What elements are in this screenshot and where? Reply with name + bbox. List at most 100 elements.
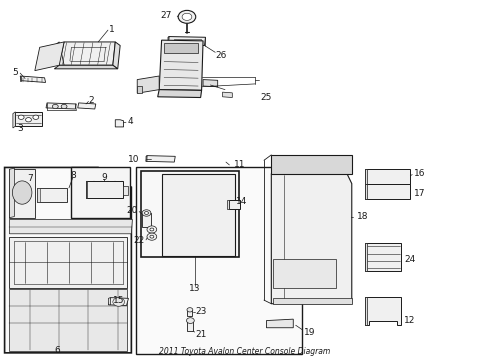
Ellipse shape bbox=[12, 181, 32, 204]
Polygon shape bbox=[113, 42, 120, 69]
Polygon shape bbox=[272, 298, 351, 304]
Text: 3: 3 bbox=[17, 124, 23, 133]
Polygon shape bbox=[9, 220, 132, 234]
Bar bbox=[37, 188, 67, 202]
Text: 15: 15 bbox=[113, 296, 124, 305]
Text: 12: 12 bbox=[404, 316, 415, 325]
Text: 24: 24 bbox=[404, 255, 415, 264]
Circle shape bbox=[113, 298, 124, 306]
Text: 10: 10 bbox=[128, 155, 140, 164]
Circle shape bbox=[186, 318, 194, 323]
Bar bbox=[173, 39, 200, 44]
Bar bbox=[122, 186, 128, 195]
Polygon shape bbox=[59, 42, 115, 65]
Circle shape bbox=[144, 212, 148, 215]
Polygon shape bbox=[9, 169, 35, 218]
Polygon shape bbox=[159, 40, 203, 90]
Text: 19: 19 bbox=[304, 328, 315, 337]
Text: 8: 8 bbox=[70, 171, 76, 180]
Polygon shape bbox=[15, 112, 42, 126]
Circle shape bbox=[178, 10, 195, 23]
Polygon shape bbox=[266, 319, 293, 328]
Text: 27: 27 bbox=[160, 11, 171, 20]
Text: 20: 20 bbox=[126, 206, 138, 215]
Polygon shape bbox=[146, 156, 175, 162]
Polygon shape bbox=[9, 289, 127, 351]
Polygon shape bbox=[365, 297, 366, 325]
Text: 9: 9 bbox=[101, 173, 107, 182]
Polygon shape bbox=[365, 297, 400, 325]
Polygon shape bbox=[20, 76, 21, 81]
Polygon shape bbox=[365, 169, 366, 184]
Polygon shape bbox=[78, 103, 96, 109]
Polygon shape bbox=[365, 243, 400, 271]
Polygon shape bbox=[54, 65, 118, 69]
Text: 18: 18 bbox=[356, 212, 367, 221]
Text: 2011 Toyota Avalon Center Console Diagram: 2011 Toyota Avalon Center Console Diagra… bbox=[159, 347, 329, 356]
Text: 7: 7 bbox=[27, 174, 33, 183]
Bar bbox=[187, 310, 192, 316]
Circle shape bbox=[142, 210, 151, 216]
Bar bbox=[187, 320, 193, 330]
Text: 14: 14 bbox=[236, 197, 247, 206]
Bar bbox=[141, 171, 238, 257]
Bar bbox=[136, 167, 302, 354]
Polygon shape bbox=[203, 80, 217, 87]
Polygon shape bbox=[271, 174, 351, 304]
Circle shape bbox=[52, 104, 58, 109]
Text: 25: 25 bbox=[260, 93, 271, 102]
Text: 1: 1 bbox=[109, 25, 115, 34]
Polygon shape bbox=[167, 37, 168, 45]
Polygon shape bbox=[46, 103, 76, 109]
Circle shape bbox=[150, 228, 154, 231]
Text: 4: 4 bbox=[127, 117, 132, 126]
Polygon shape bbox=[227, 200, 228, 209]
Text: 22: 22 bbox=[133, 237, 144, 246]
Polygon shape bbox=[167, 37, 205, 45]
Polygon shape bbox=[222, 92, 232, 98]
Polygon shape bbox=[35, 42, 64, 71]
Polygon shape bbox=[54, 42, 64, 65]
Circle shape bbox=[147, 233, 157, 240]
Text: 13: 13 bbox=[189, 284, 200, 293]
Polygon shape bbox=[9, 168, 14, 218]
Text: 26: 26 bbox=[215, 51, 226, 60]
Polygon shape bbox=[4, 167, 131, 353]
Polygon shape bbox=[115, 120, 123, 127]
Bar bbox=[142, 213, 151, 226]
Polygon shape bbox=[108, 298, 110, 305]
Bar bbox=[163, 42, 198, 53]
Circle shape bbox=[186, 308, 192, 312]
Polygon shape bbox=[365, 184, 409, 199]
Polygon shape bbox=[365, 169, 409, 184]
Text: 5: 5 bbox=[12, 68, 18, 77]
Polygon shape bbox=[365, 184, 366, 199]
Text: 16: 16 bbox=[413, 169, 425, 178]
Polygon shape bbox=[13, 112, 15, 128]
Bar bbox=[272, 259, 335, 288]
Text: 11: 11 bbox=[233, 161, 245, 170]
Polygon shape bbox=[20, 76, 45, 82]
Polygon shape bbox=[137, 86, 142, 93]
Text: 23: 23 bbox=[195, 307, 207, 316]
Polygon shape bbox=[108, 298, 128, 306]
Circle shape bbox=[18, 115, 24, 120]
Polygon shape bbox=[86, 181, 87, 198]
Polygon shape bbox=[137, 76, 159, 93]
Circle shape bbox=[182, 13, 191, 21]
Polygon shape bbox=[204, 37, 205, 45]
Bar bbox=[228, 200, 239, 209]
Circle shape bbox=[33, 115, 39, 120]
Circle shape bbox=[147, 226, 157, 233]
Polygon shape bbox=[158, 90, 201, 98]
Bar bbox=[86, 181, 122, 198]
Circle shape bbox=[150, 235, 154, 238]
Text: 21: 21 bbox=[195, 330, 207, 339]
Circle shape bbox=[25, 118, 31, 122]
Text: 6: 6 bbox=[54, 346, 60, 355]
Polygon shape bbox=[271, 155, 351, 174]
Polygon shape bbox=[365, 243, 366, 271]
Polygon shape bbox=[9, 237, 127, 288]
Polygon shape bbox=[71, 167, 130, 218]
Text: 2: 2 bbox=[88, 96, 94, 105]
